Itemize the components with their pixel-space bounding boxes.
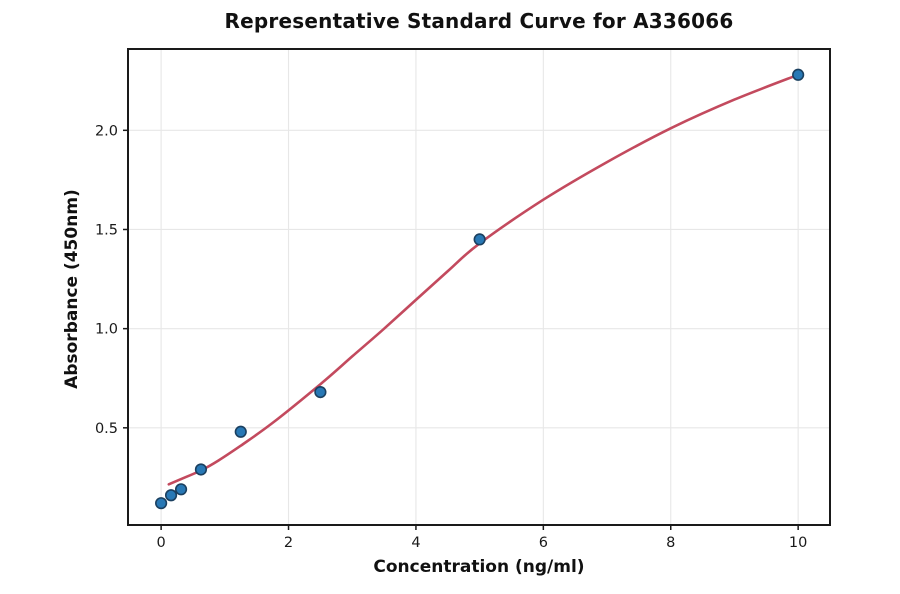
data-point [194,463,208,476]
x-tick-label: 10 [789,535,807,551]
x-tick-label: 8 [666,535,675,551]
x-axis-label: Concentration (ng/ml) [373,557,585,577]
data-point [234,425,247,438]
data-point [155,497,168,510]
fit-curve-line [167,73,800,486]
x-tick-label: 2 [284,535,293,551]
plot-frame [127,48,831,526]
data-point [473,233,486,246]
y-tick-label: 0.5 [95,421,118,437]
data-point [164,489,178,502]
y-tick-label: 1.5 [95,222,118,238]
y-tick-label: 1.0 [95,322,118,338]
x-tick-label: 4 [411,535,420,551]
chart-title: Representative Standard Curve for A33606… [224,9,734,33]
data-point [174,483,188,496]
y-tick-label: 2.0 [95,123,118,139]
x-tick-label: 6 [539,535,548,551]
x-tick-label: 0 [157,535,166,551]
data-point [792,68,805,81]
data-point [314,386,327,399]
